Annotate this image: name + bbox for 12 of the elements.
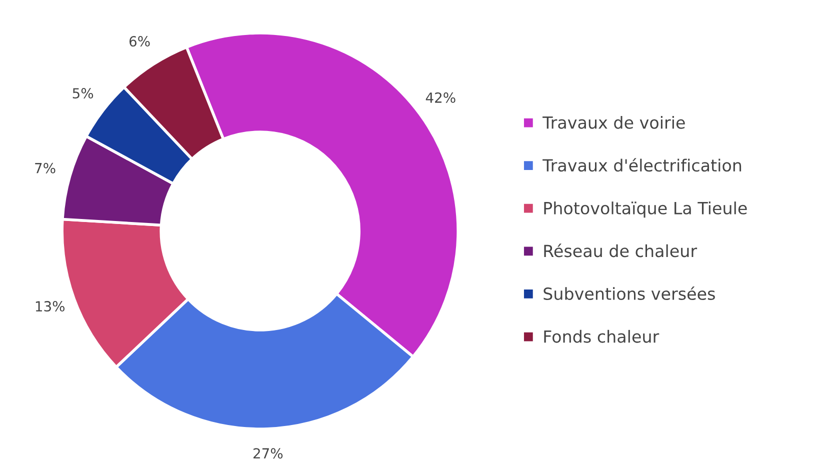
legend-label: Travaux de voirie — [542, 116, 685, 129]
data-label: 6% — [130, 36, 150, 47]
legend-label: Photovoltaïque La Tieule — [544, 202, 747, 218]
data-label: 27% — [253, 448, 283, 459]
legend-label: Travaux d'électrification — [542, 158, 742, 172]
legend-label: Réseau de chaleur — [544, 244, 698, 258]
data-label: 5% — [72, 88, 94, 99]
data-label: 13% — [36, 301, 65, 312]
data-label: 42% — [426, 92, 456, 103]
legend-label: Subventions versées — [544, 286, 715, 300]
data-label: 7% — [35, 162, 56, 174]
legend-label: Fonds chaleur — [544, 330, 660, 343]
